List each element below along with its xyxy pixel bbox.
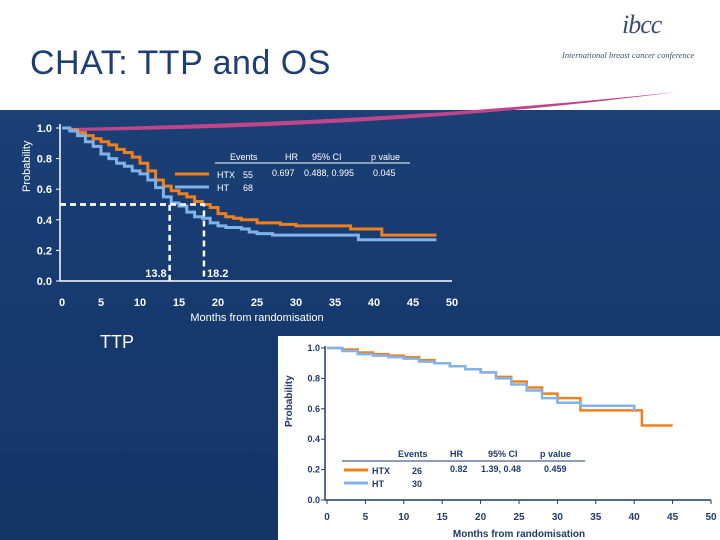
ttp-table-header: p value — [371, 152, 400, 162]
ttp-table-events: 68 — [243, 183, 253, 193]
os-table-header: 95% CI — [488, 449, 518, 459]
ttp-y-tick-label: 0.0 — [37, 276, 52, 288]
ttp-table-p: 0.045 — [373, 168, 396, 178]
ttp-series-ht — [62, 126, 437, 242]
ttp-x-tick-label: 25 — [251, 297, 263, 309]
os-table-events: 26 — [412, 466, 422, 476]
os-x-tick-label: 35 — [590, 512, 602, 523]
ttp-x-tick-label: 40 — [368, 297, 380, 309]
ttp-y-tick-label: 0.6 — [37, 184, 52, 196]
ttp-x-tick-label: 45 — [407, 297, 419, 309]
os-y-tick-label: 0.4 — [307, 434, 320, 444]
ttp-table-header: HR — [285, 152, 298, 162]
ttp-median-line-ht — [60, 203, 171, 281]
ibcc-logo: ibcc International breast cancer confere… — [560, 10, 710, 70]
slide-title: CHAT: TTP and OS — [30, 44, 331, 82]
os-x-tick-label: 15 — [437, 512, 449, 523]
ttp-table-header: Events — [230, 152, 258, 162]
ttp-x-axis-label: Months from randomisation — [190, 312, 323, 324]
os-x-tick-label: 5 — [363, 512, 369, 523]
os-panel — [278, 336, 720, 540]
os-table-header: Events — [398, 449, 428, 459]
decorative-swoosh — [70, 92, 676, 131]
os-x-tick-label: 25 — [513, 512, 525, 523]
slide-header — [0, 0, 720, 110]
ttp-table-hr: 0.697 — [272, 168, 295, 178]
ttp-x-tick-label: 15 — [173, 297, 185, 309]
logo-mark: ibcc — [622, 10, 662, 39]
os-table-arm: HTX — [372, 466, 390, 476]
os-label: OS — [596, 344, 623, 364]
os-x-tick-label: 20 — [475, 512, 487, 523]
ttp-y-tick-label: 0.2 — [37, 245, 52, 257]
ttp-x-tick-label: 20 — [212, 297, 224, 309]
ttp-y-tick-label: 0.4 — [37, 215, 53, 227]
ttp-x-tick-label: 50 — [446, 297, 458, 309]
os-y-axis-label: Probability — [284, 375, 295, 427]
ttp-x-tick-label: 0 — [59, 297, 65, 309]
os-y-tick-label: 0.2 — [307, 465, 320, 475]
ttp-x-tick-label: 10 — [134, 297, 146, 309]
ttp-y-tick-label: 0.8 — [37, 154, 52, 166]
os-y-tick-label: 0.0 — [307, 495, 320, 505]
os-table-ci: 1.39, 0.48 — [481, 464, 521, 474]
ttp-y-axis-label: Probability — [21, 140, 33, 192]
os-x-tick-label: 10 — [398, 512, 410, 523]
os-table-header: p value — [540, 449, 571, 459]
ttp-series-htx — [62, 126, 437, 237]
os-y-tick-label: 1.0 — [307, 343, 320, 353]
ttp-table-arm: HTX — [217, 170, 235, 180]
os-table-p: 0.459 — [544, 464, 567, 474]
ttp-table-events: 55 — [243, 170, 253, 180]
os-x-tick-label: 0 — [324, 512, 330, 523]
ttp-table-arm: HT — [217, 183, 229, 193]
swoosh-curve — [70, 92, 676, 131]
ttp-x-tick-label: 5 — [98, 297, 104, 309]
os-x-tick-label: 40 — [629, 512, 641, 523]
os-y-tick-label: 0.6 — [307, 404, 320, 414]
ttp-median-line-htx — [60, 203, 206, 281]
os-y-tick-label: 0.8 — [307, 373, 320, 383]
ttp-table-ci: 0.488, 0.995 — [304, 168, 354, 178]
os-x-tick-label: 50 — [705, 512, 717, 523]
ttp-x-tick-label: 35 — [329, 297, 341, 309]
ttp-median-label-htx: 18.2 — [207, 268, 228, 280]
logo-subtitle: International breast cancer conference — [562, 50, 695, 60]
os-x-tick-label: 30 — [552, 512, 564, 523]
os-x-axis-label: Months from randomisation — [453, 529, 585, 540]
os-table-arm: HT — [372, 479, 384, 489]
ttp-table-header: 95% CI — [312, 152, 342, 162]
os-series-ht — [327, 346, 636, 412]
ttp-median-label-ht: 13.8 — [145, 268, 166, 280]
os-table-header: HR — [450, 449, 463, 459]
os-table-events: 30 — [412, 479, 422, 489]
ttp-x-tick-label: 30 — [290, 297, 302, 309]
ttp-y-tick-label: 1.0 — [37, 123, 52, 135]
ttp-label: TTP — [100, 332, 134, 352]
os-x-tick-label: 45 — [667, 512, 679, 523]
os-table-hr: 0.82 — [450, 464, 468, 474]
